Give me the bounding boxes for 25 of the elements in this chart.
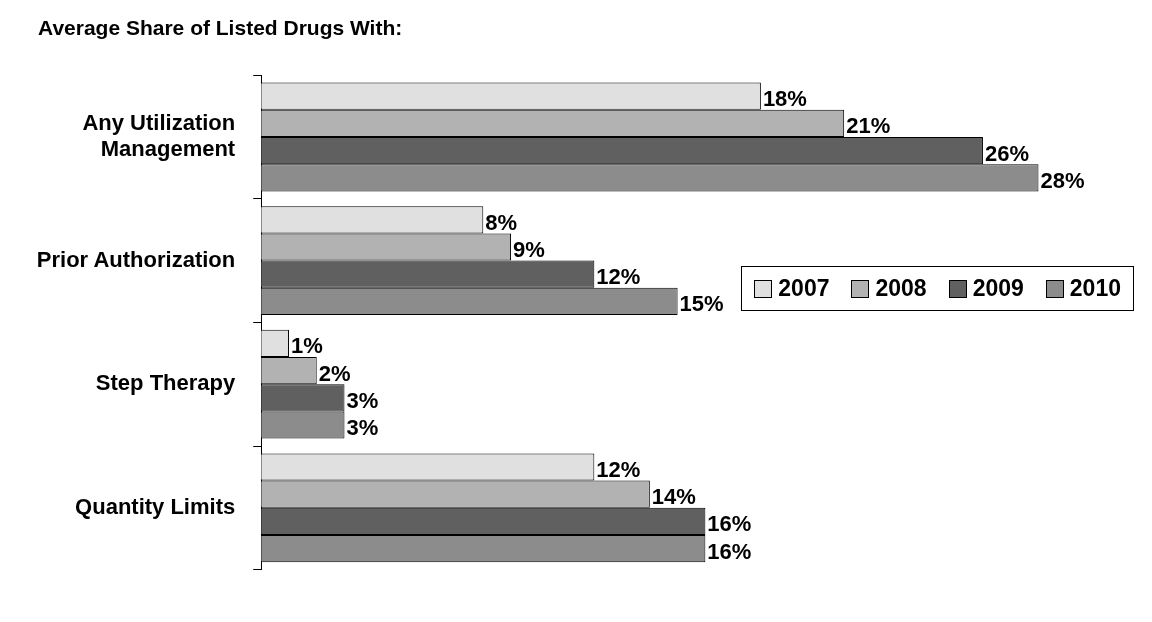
- data-label: 26%: [984, 140, 1030, 166]
- data-label: 16%: [707, 511, 752, 537]
- data-label: 21%: [846, 113, 891, 139]
- chart-title: Average Share of Listed Drugs With:: [38, 16, 403, 40]
- data-label: 8%: [485, 209, 518, 235]
- y-tick-label: Any Utilization Management: [82, 109, 236, 162]
- y-tick-label: Step Therapy: [95, 370, 236, 396]
- data-label: 28%: [1040, 167, 1085, 193]
- legend-label: 2009: [972, 275, 1024, 302]
- data-label: 3%: [346, 415, 379, 441]
- data-label: 12%: [596, 264, 641, 290]
- y-tick-label: Prior Authorization: [36, 246, 236, 272]
- legend-label: 2010: [1069, 275, 1121, 302]
- data-label: 2%: [318, 360, 351, 386]
- data-label: 12%: [596, 457, 641, 483]
- legend-label: 2008: [875, 275, 927, 302]
- data-label: 9%: [513, 237, 545, 263]
- data-label: 1%: [290, 333, 323, 359]
- data-label: 15%: [679, 291, 724, 317]
- y-tick-label: Quantity Limits: [75, 493, 236, 519]
- data-label: 3%: [346, 387, 379, 413]
- data-label: 16%: [707, 538, 752, 564]
- legend-label: 2007: [778, 275, 830, 302]
- data-label: 14%: [651, 484, 696, 510]
- data-label: 18%: [762, 86, 807, 112]
